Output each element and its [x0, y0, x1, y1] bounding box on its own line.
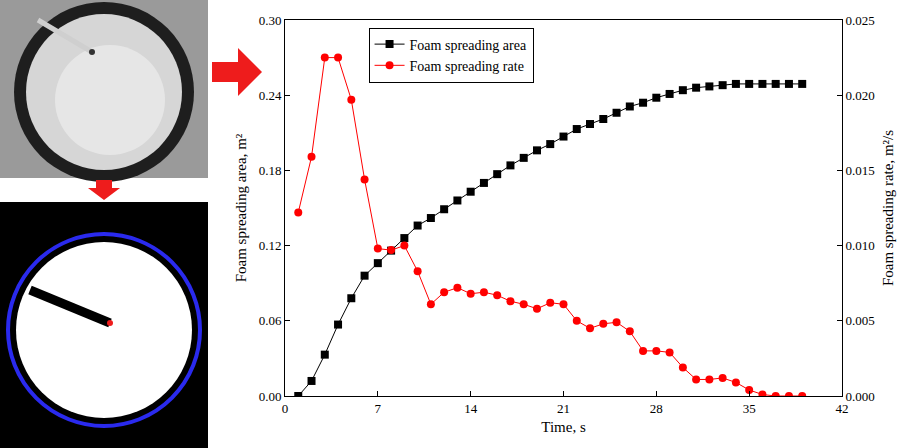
svg-text:0.30: 0.30	[259, 13, 282, 28]
svg-text:0.18: 0.18	[259, 163, 282, 178]
svg-text:0.015: 0.015	[846, 163, 875, 178]
svg-text:0.025: 0.025	[846, 13, 875, 28]
svg-text:14: 14	[464, 401, 478, 416]
svg-text:0.00: 0.00	[259, 389, 282, 404]
svg-text:35: 35	[743, 401, 756, 416]
svg-text:0.24: 0.24	[259, 88, 282, 103]
svg-text:Foam spreading area: Foam spreading area	[410, 38, 527, 53]
svg-text:0.06: 0.06	[259, 313, 282, 328]
svg-text:0.12: 0.12	[259, 238, 282, 253]
svg-text:Foam spreading rate: Foam spreading rate	[410, 59, 524, 74]
svg-text:Foam spreading area, m²: Foam spreading area, m²	[233, 133, 249, 282]
svg-text:0.005: 0.005	[846, 313, 875, 328]
svg-text:42: 42	[836, 401, 849, 416]
svg-text:7: 7	[375, 401, 382, 416]
svg-text:Time, s: Time, s	[541, 419, 586, 435]
svg-text:0.010: 0.010	[846, 238, 875, 253]
svg-text:28: 28	[650, 401, 663, 416]
svg-text:0: 0	[282, 401, 289, 416]
svg-text:0.000: 0.000	[846, 389, 875, 404]
svg-text:0.020: 0.020	[846, 88, 875, 103]
svg-text:21: 21	[557, 401, 570, 416]
svg-text:Foam spreading rate, m²/s: Foam spreading rate, m²/s	[880, 130, 896, 286]
